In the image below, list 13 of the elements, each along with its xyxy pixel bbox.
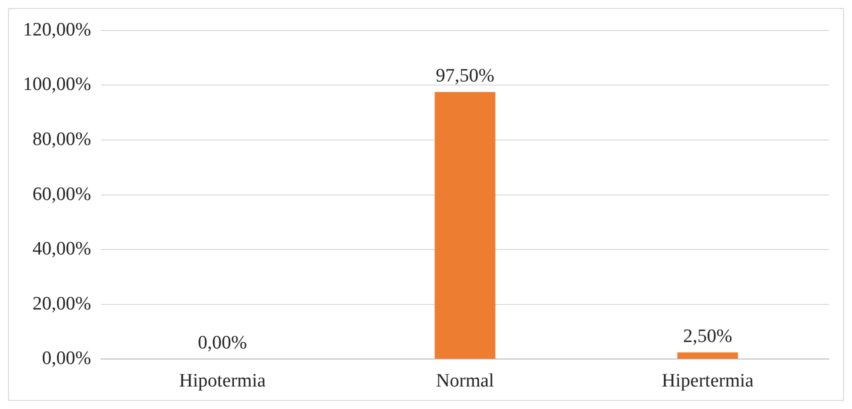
y-tick-label: 100,00% [23,74,92,96]
x-tick-label: Hipotermia [179,370,266,392]
y-tick-label: 60,00% [32,184,92,205]
y-tick-label: 40,00% [32,238,92,260]
data-label: 97,50% [436,66,494,87]
y-tick-label: 80,00% [32,128,92,150]
y-tick-label: 20,00% [32,293,92,314]
data-label: 0,00% [198,332,248,354]
x-tick-label: Hipertermia [662,370,754,392]
x-tick-label: Normal [436,370,494,392]
y-tick-label: 0,00% [42,348,92,370]
y-tick-label: 120,00% [23,19,92,40]
data-label: 2,50% [683,326,732,347]
